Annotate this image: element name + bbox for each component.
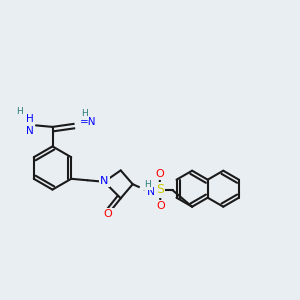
Text: =N: =N (80, 117, 96, 128)
Text: N: N (100, 176, 108, 186)
Text: O: O (104, 209, 112, 219)
Text: H: H (16, 107, 23, 116)
Text: N: N (147, 187, 155, 197)
Text: S: S (156, 183, 164, 196)
Text: O: O (156, 201, 165, 212)
Text: O: O (156, 169, 164, 179)
Text: H: H (81, 110, 87, 118)
Text: H
N: H N (26, 114, 34, 136)
Text: H: H (144, 180, 151, 189)
